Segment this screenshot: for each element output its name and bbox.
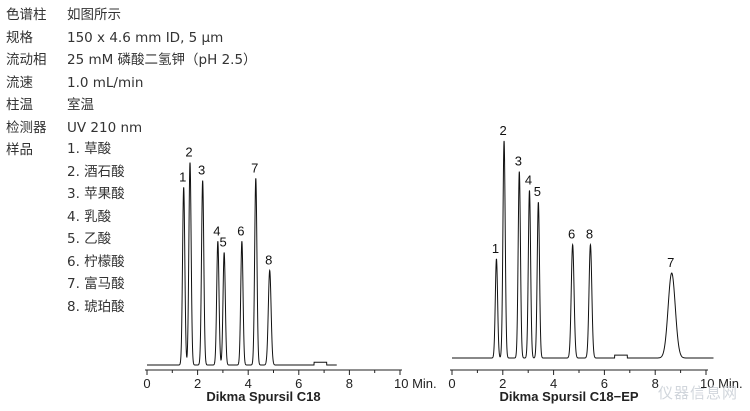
peak-label: 8 — [265, 253, 272, 268]
condition-value: 150 x 4.6 mm ID, 5 μm — [67, 29, 224, 46]
sample-item: 6. 柠檬酸 — [67, 253, 125, 270]
sample-item: 7. 富马酸 — [67, 276, 125, 292]
peak-label: 2 — [499, 123, 506, 138]
condition-value: 室温 — [67, 97, 94, 113]
chromatogram-trace — [452, 140, 714, 359]
x-tick-label: 8 — [346, 376, 353, 391]
peak-label: 4 — [213, 223, 220, 238]
chart-title: Dikma Spursil C18−EP — [499, 389, 638, 404]
peak-label: 6 — [237, 223, 244, 238]
peak-label: 4 — [525, 172, 532, 187]
peak-label: 5 — [220, 235, 227, 250]
x-tick-label: 0 — [143, 376, 150, 391]
condition-value: UV 210 nm — [67, 119, 143, 136]
x-tick-label: 2 — [194, 376, 201, 391]
condition-label: 规格 — [6, 29, 33, 46]
peak-label: 1 — [492, 241, 499, 256]
condition-label: 色谱柱 — [6, 7, 47, 23]
condition-label: 检测器 — [6, 119, 47, 136]
x-tick-label: 6 — [601, 376, 608, 391]
peak-label: 6 — [568, 227, 575, 242]
peak-label: 3 — [198, 163, 205, 178]
condition-label: 柱温 — [6, 97, 33, 113]
condition-value: 如图所示 — [67, 7, 121, 23]
x-tick-label: 8 — [652, 376, 659, 391]
x-tick-label: 2 — [499, 376, 506, 391]
sample-item: 8. 琥珀酸 — [67, 298, 125, 315]
x-tick-label: 4 — [245, 376, 252, 391]
x-tick-label: 10 Min. — [394, 376, 437, 391]
peak-label: 2 — [185, 145, 192, 160]
sample-item: 3. 苹果酸 — [67, 186, 125, 202]
x-tick-label: 4 — [550, 376, 557, 391]
condition-label: 流速 — [6, 74, 33, 91]
sample-item: 4. 乳酸 — [67, 208, 112, 225]
peak-label: 3 — [515, 154, 522, 169]
peak-label: 5 — [534, 184, 541, 199]
chromatogram-trace — [147, 162, 337, 366]
condition-label: 样品 — [6, 142, 33, 158]
x-tick-label: 6 — [295, 376, 302, 391]
x-tick-label: 0 — [448, 376, 455, 391]
condition-value: 1.0 mL/min — [67, 74, 144, 91]
sample-item: 2. 酒石酸 — [67, 163, 125, 180]
peak-label: 7 — [251, 160, 258, 175]
sample-item: 1. 草酸 — [67, 141, 112, 157]
peak-label: 8 — [586, 227, 593, 242]
watermark-logo: 仪器信息网 — [657, 384, 738, 402]
condition-value: 25 mM 磷酸二氢钾（pH 2.5） — [67, 52, 257, 68]
x-tick-label: 10 Min. — [700, 376, 743, 391]
condition-label: 流动相 — [6, 52, 47, 68]
peak-label: 7 — [667, 255, 674, 270]
peak-label: 1 — [179, 169, 186, 184]
chart-title: Dikma Spursil C18 — [206, 389, 320, 404]
sample-item: 5. 乙酸 — [67, 231, 112, 247]
